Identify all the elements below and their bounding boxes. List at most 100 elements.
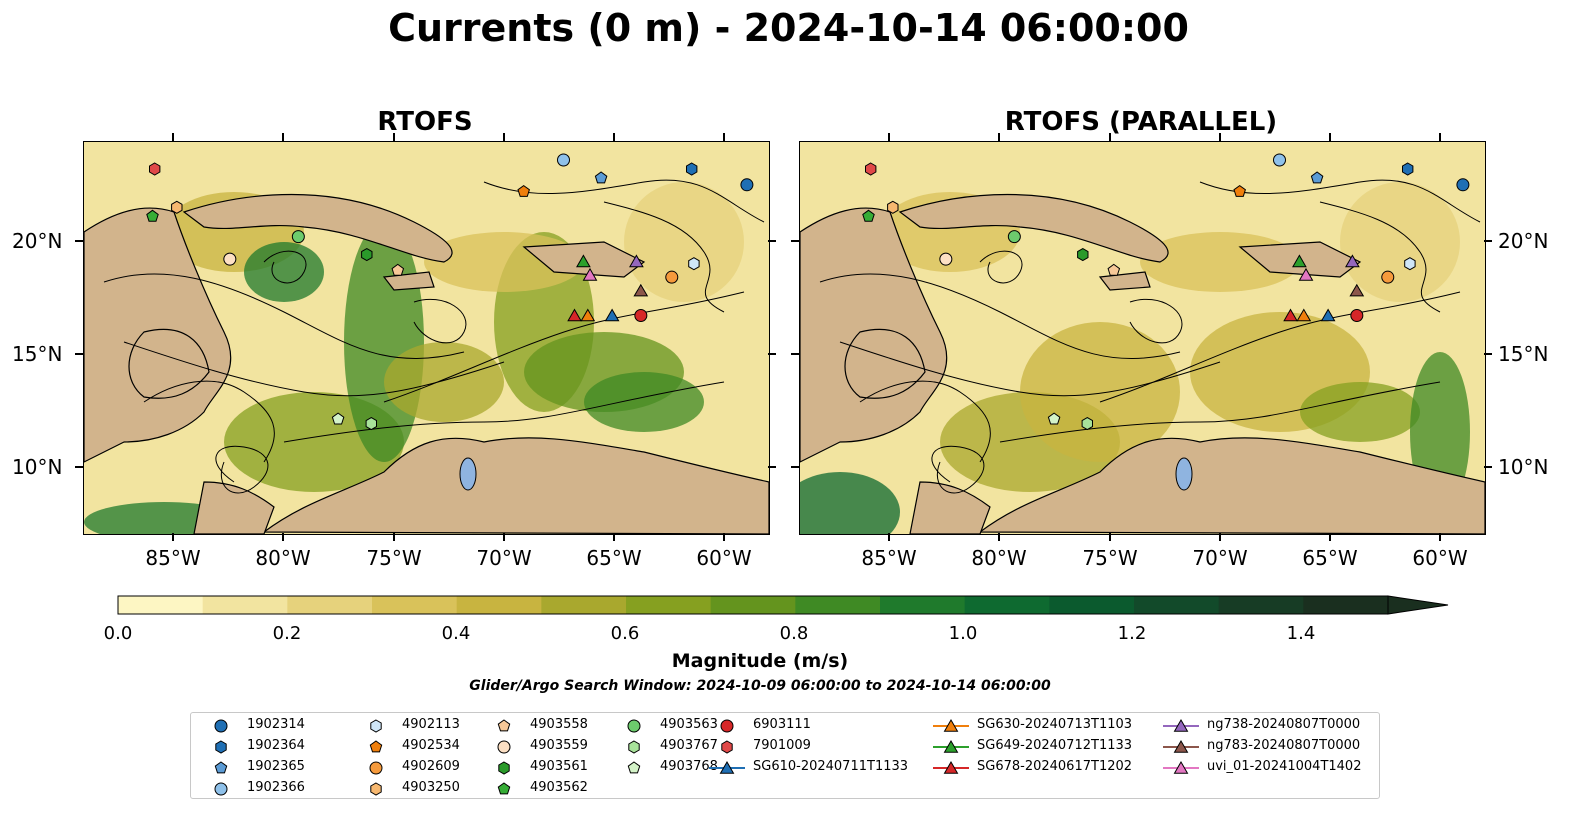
lat-label-10n-left: 10°N (12, 455, 63, 479)
map-panel-rtofs (83, 141, 770, 535)
legend-symbol (628, 740, 640, 754)
land-mass (193, 481, 275, 534)
streamline (103, 273, 465, 359)
lon-label-65w-right: 65°W (1302, 546, 1358, 570)
legend-symbol (369, 761, 383, 775)
marker-4903250 (171, 200, 183, 214)
legend-label: 1902365 (247, 759, 305, 774)
marker-4902113 (1404, 257, 1416, 271)
legend-symbol (721, 740, 733, 754)
streamline (819, 273, 1181, 359)
land-mass (182, 193, 453, 263)
lon-label-85w-left: 85°W (145, 546, 201, 570)
legend-symbol (1163, 761, 1199, 774)
marker-4903561 (1077, 248, 1089, 262)
legend-label: 4902113 (402, 717, 460, 732)
streamline (413, 298, 467, 344)
marker-7901009 (865, 162, 877, 176)
streamline (979, 250, 1023, 284)
legend-symbol (933, 740, 969, 753)
marker-4903562 (146, 209, 159, 222)
marker-ng783 (633, 283, 649, 297)
figure-title: Currents (0 m) - 2024-10-14 06:00:00 (388, 6, 1189, 50)
legend-label: SG610-20240711T1133 (753, 759, 909, 774)
lat-label-10n-right: 10°N (1498, 455, 1549, 479)
marker-4903561 (361, 248, 373, 262)
land-mass (909, 481, 991, 534)
land-mass (844, 328, 926, 399)
legend-marker (497, 719, 511, 732)
marker-4902113 (688, 257, 700, 271)
legend-label: 1902366 (247, 780, 305, 795)
marker-4902534 (1233, 184, 1246, 197)
cbar-tick-1-2: 1.2 (1117, 623, 1147, 644)
colorbar-segment (626, 596, 712, 614)
colorbar (117, 595, 1449, 615)
legend-marker (627, 761, 641, 774)
lat-label-20n-left: 20°N (12, 229, 63, 253)
legend-marker (719, 761, 735, 774)
colorbar-segment (880, 596, 966, 614)
legend-marker (369, 740, 383, 753)
lon-label-75w-left: 75°W (366, 546, 422, 570)
speed-patch (584, 372, 704, 432)
lon-label-85w-right: 85°W (861, 546, 917, 570)
speed-patch (384, 342, 504, 422)
search-window-note: Glider/Argo Search Window: 2024-10-09 06… (469, 678, 1051, 694)
legend-symbol (627, 719, 641, 733)
lon-label-60w-right: 60°W (1412, 546, 1468, 570)
marker-6903111 (634, 308, 648, 322)
marker-4903563 (1007, 230, 1021, 244)
legend-label: SG649-20240712T1133 (977, 738, 1133, 753)
cbar-tick-0-6: 0.6 (610, 623, 640, 644)
lon-label-70w-right: 70°W (1192, 546, 1248, 570)
lon-label-80w-left: 80°W (255, 546, 311, 570)
speed-patch (800, 472, 900, 534)
marker-1902366 (1273, 153, 1286, 167)
legend-marker (214, 782, 228, 796)
lon-label-80w-right: 80°W (971, 546, 1027, 570)
colorbar-segment (287, 596, 373, 614)
legend-label: 4902534 (402, 738, 460, 753)
legend: 1902314 1902364 1902365 1902366 4902113 49025… (190, 712, 1380, 799)
cbar-tick-0-0: 0.0 (103, 623, 133, 644)
lake (1175, 457, 1193, 491)
legend-marker (943, 761, 959, 774)
marker-4902609 (1381, 270, 1395, 284)
panel-title-rtofs-parallel: RTOFS (PARALLEL) (1004, 107, 1278, 137)
legend-symbol (215, 740, 227, 754)
marker-1902364 (686, 162, 698, 176)
cbar-tick-0-4: 0.4 (441, 623, 471, 644)
legend-label: ng783-20240807T0000 (1207, 738, 1361, 753)
legend-marker (214, 761, 228, 774)
marker-4902609 (665, 270, 679, 284)
lon-label-75w-right: 75°W (1082, 546, 1138, 570)
legend-label: 4903768 (660, 759, 718, 774)
cbar-tick-1-4: 1.4 (1286, 623, 1316, 644)
colorbar-frame (117, 595, 1389, 615)
colorbar-segment (541, 596, 627, 614)
speed-patch (1300, 382, 1420, 442)
legend-label: 1902314 (247, 717, 305, 732)
marker-4903563 (291, 230, 305, 244)
land-mass (262, 437, 769, 534)
marker-ng783 (1349, 283, 1365, 297)
legend-label: 4902609 (402, 759, 460, 774)
marker-4903768 (331, 412, 345, 425)
marker-sg649 (1292, 254, 1307, 268)
legend-symbol (1163, 719, 1199, 732)
legend-symbol (497, 782, 511, 795)
legend-label: 7901009 (753, 738, 811, 753)
legend-symbol (933, 719, 969, 732)
legend-label: 1902364 (247, 738, 305, 753)
legend-label: 4903563 (660, 717, 718, 732)
streamline (1099, 291, 1461, 403)
colorbar-label: Magnitude (m/s) (671, 650, 849, 672)
legend-marker (498, 761, 510, 775)
legend-marker (720, 719, 734, 733)
legend-label: 4903558 (530, 717, 588, 732)
colorbar-segment (795, 596, 881, 614)
marker-ng738 (1345, 254, 1360, 268)
legend-marker (370, 782, 382, 796)
legend-label: uvi_01-20241004T1402 (1207, 759, 1362, 774)
